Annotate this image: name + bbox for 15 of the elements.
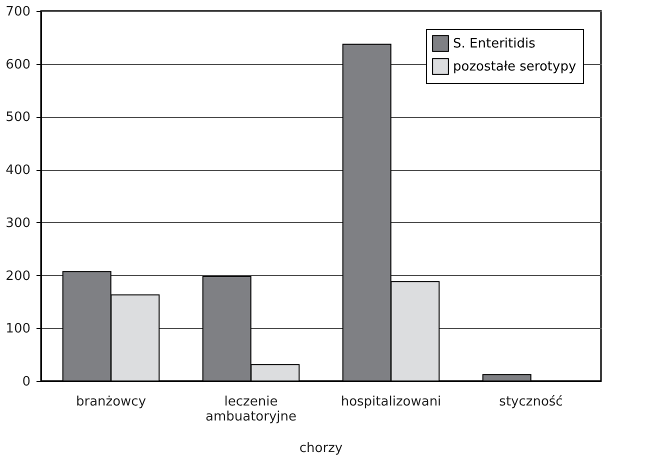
x-tick-label: leczenie ambuatoryjne — [205, 394, 297, 424]
y-tick-label: 0 — [22, 374, 30, 390]
y-tick-label: 100 — [6, 322, 30, 337]
legend-label: S. Enteritidis — [453, 36, 536, 52]
y-tick-label: 700 — [6, 4, 30, 20]
x-tick-label: hospitalizowani — [340, 394, 442, 410]
x-tick-label: branżowcy — [76, 394, 146, 410]
y-tick-label: 200 — [6, 268, 30, 284]
y-tick-label: 300 — [6, 216, 30, 231]
x-tick-label: styczność — [499, 394, 563, 410]
y-tick-label: 600 — [6, 57, 30, 72]
y-tick-label: 400 — [6, 163, 30, 178]
legend-label: pozostałe serotypy — [453, 60, 576, 74]
y-tick-label: 500 — [6, 110, 30, 126]
text: chorzy — [299, 441, 343, 456]
